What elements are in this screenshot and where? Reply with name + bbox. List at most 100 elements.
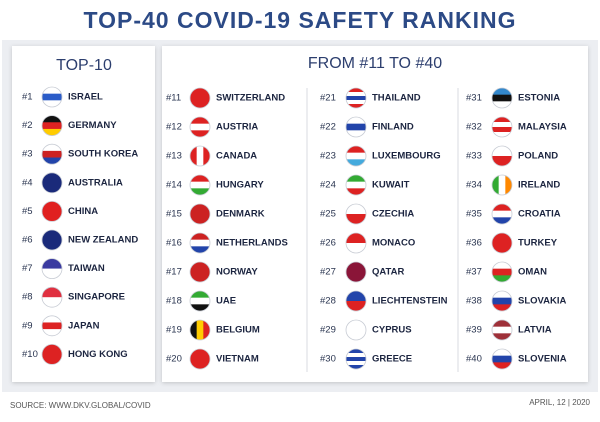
flag — [346, 146, 366, 166]
flag — [42, 201, 62, 222]
flag-stripe — [346, 181, 366, 189]
flag-stripe — [42, 87, 62, 94]
flag-border — [189, 261, 211, 283]
flag-border — [345, 232, 367, 254]
flag — [492, 291, 512, 311]
flag-stripe — [346, 243, 366, 253]
flag-border — [491, 232, 513, 254]
flag-stripe — [492, 297, 512, 305]
country: LIECHTENSTEIN — [372, 296, 448, 307]
rank: #7 — [22, 263, 33, 274]
flag-stripe — [42, 201, 62, 222]
flag-stripe — [190, 130, 210, 137]
flag-stripe — [190, 204, 210, 224]
flag-stripe — [346, 291, 366, 302]
flag — [346, 117, 366, 137]
flag-stripe — [346, 320, 366, 340]
flag-stripe — [346, 357, 366, 362]
rank: #36 — [466, 238, 482, 249]
flag — [492, 204, 512, 224]
flag — [190, 204, 210, 224]
flag-stripe — [492, 210, 512, 218]
rank: #33 — [466, 151, 482, 162]
flag-stripe — [346, 159, 366, 166]
rank: #22 — [320, 122, 336, 133]
flag-stripe — [42, 315, 62, 323]
country: SOUTH KOREA — [68, 149, 138, 160]
flag-stripe — [346, 146, 366, 153]
rank: #25 — [320, 209, 336, 220]
flag-stripe — [203, 320, 210, 340]
flag-border — [189, 145, 211, 167]
flag-stripe — [346, 92, 366, 97]
rank: #24 — [320, 180, 336, 191]
flag-border — [491, 261, 513, 283]
flag-border — [41, 229, 63, 251]
flag-stripe — [346, 361, 366, 366]
country: NORWAY — [216, 267, 258, 278]
country: DENMARK — [216, 209, 265, 220]
country: SWITZERLAND — [216, 93, 285, 104]
flag-border — [189, 203, 211, 225]
flag-stripe — [346, 365, 366, 369]
flag-stripe — [492, 304, 512, 311]
flag — [492, 146, 512, 166]
country: LATVIA — [518, 325, 552, 336]
rank: #34 — [466, 180, 482, 191]
rank: #21 — [320, 93, 336, 104]
flag-stripe — [190, 175, 210, 182]
flag-border — [345, 87, 367, 109]
flag-stripe — [492, 94, 512, 102]
flag-stripe — [492, 233, 512, 253]
rank: #27 — [320, 267, 336, 278]
flag-stripe — [346, 204, 366, 215]
flag-stripe — [492, 362, 512, 369]
country: TAIWAN — [68, 263, 105, 274]
flag-stripe — [42, 287, 62, 298]
country: UAE — [216, 296, 236, 307]
rank: #2 — [22, 120, 33, 131]
flag — [346, 320, 366, 340]
country: MALAYSIA — [518, 122, 567, 133]
flag-stripe — [492, 101, 512, 108]
rank: #10 — [22, 349, 38, 360]
rank: #8 — [22, 292, 33, 303]
flag — [492, 175, 512, 195]
rank: #3 — [22, 149, 33, 160]
flag-stripe — [492, 291, 512, 298]
flag — [346, 88, 366, 108]
date: APRIL, 12 | 2020 — [529, 398, 590, 407]
country: QATAR — [372, 267, 405, 278]
panel-title: FROM #11 TO #40 — [308, 55, 442, 72]
flag-border — [41, 286, 63, 308]
flag — [190, 291, 210, 311]
flag — [346, 175, 366, 195]
flag-border — [491, 174, 513, 196]
country: JAPAN — [68, 320, 100, 331]
flag-stripe — [190, 123, 210, 131]
rank: #32 — [466, 122, 482, 133]
flag-border — [345, 261, 367, 283]
flag-border — [345, 319, 367, 341]
flag-stripe — [346, 123, 366, 131]
rank: #17 — [166, 267, 182, 278]
flag — [492, 349, 512, 369]
flag-stripe — [346, 96, 366, 101]
flag-border — [491, 290, 513, 312]
flag-stripe — [42, 100, 62, 107]
flag-stripe — [190, 291, 210, 298]
flag-stripe — [346, 152, 366, 160]
flag-stripe — [346, 214, 366, 224]
flag — [42, 144, 62, 165]
flag-stripe — [42, 268, 62, 279]
flag-stripe — [190, 146, 197, 166]
flag-stripe — [346, 175, 366, 182]
rank: #13 — [166, 151, 182, 162]
flag-stripe — [492, 217, 512, 224]
flag-stripe — [190, 188, 210, 195]
rank: #15 — [166, 209, 182, 220]
rank: #28 — [320, 296, 336, 307]
country: CYPRUS — [372, 325, 412, 336]
flag-stripe — [42, 230, 62, 250]
flag-stripe — [346, 104, 366, 108]
